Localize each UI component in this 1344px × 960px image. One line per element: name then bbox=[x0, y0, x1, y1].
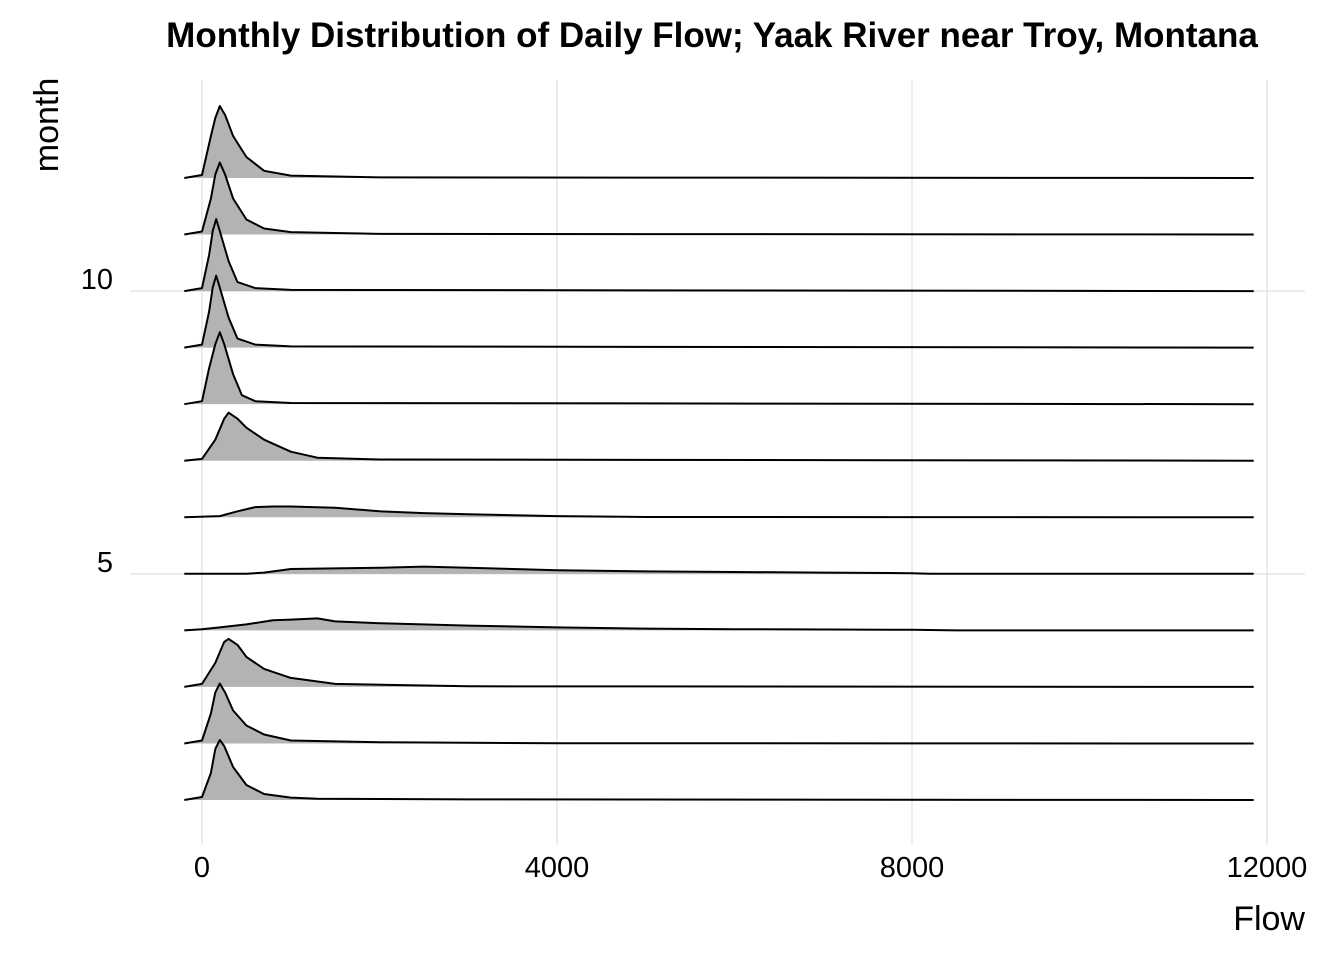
ridge-line-month-11 bbox=[184, 161, 1254, 236]
ridge-line-month-8 bbox=[184, 331, 1254, 406]
ridge-line-month-9 bbox=[184, 274, 1254, 349]
chart-title: Monthly Distribution of Daily Flow; Yaak… bbox=[166, 16, 1258, 55]
ridge-line-month-7 bbox=[184, 411, 1254, 462]
ridge-fill-month-8 bbox=[184, 332, 1254, 405]
ridge-line-month-10 bbox=[184, 218, 1254, 293]
ridge-line-month-3 bbox=[184, 637, 1254, 688]
ridge-fill-month-12 bbox=[184, 106, 1254, 178]
x-tick-label-12000: 12000 bbox=[1227, 852, 1308, 884]
ridge-line-month-2 bbox=[184, 682, 1254, 745]
ridge-fill-month-9 bbox=[184, 275, 1254, 348]
x-tick-label-4000: 4000 bbox=[525, 852, 590, 884]
ridge-fill-month-7 bbox=[184, 412, 1254, 461]
y-axis-title: month bbox=[28, 78, 66, 173]
x-tick-label-8000: 8000 bbox=[880, 852, 945, 884]
ridge-line-month-5 bbox=[184, 565, 1254, 575]
ridge-line-month-12 bbox=[184, 105, 1254, 179]
ridge-fill-month-1 bbox=[184, 740, 1254, 800]
ridge-fill-month-5 bbox=[184, 566, 1254, 574]
ridge-fill-month-10 bbox=[184, 219, 1254, 292]
ridge-line-month-1 bbox=[184, 739, 1254, 801]
x-tick-label-0: 0 bbox=[194, 852, 210, 884]
x-axis-title: Flow bbox=[1233, 900, 1305, 938]
ridge-line-month-6 bbox=[184, 505, 1254, 519]
ridge-fill-month-3 bbox=[184, 638, 1254, 687]
ridge-fill-month-11 bbox=[184, 162, 1254, 235]
y-tick-label-10: 10 bbox=[81, 264, 113, 296]
ridge-fill-month-4 bbox=[184, 618, 1254, 631]
ridge-line-month-4 bbox=[184, 617, 1254, 632]
tick-labels: 0 4000 8000 12000 5 10 bbox=[81, 264, 1308, 884]
ridges bbox=[184, 105, 1254, 801]
grid-lines bbox=[130, 80, 1305, 845]
ridge-fill-month-2 bbox=[184, 683, 1254, 744]
y-tick-label-5: 5 bbox=[97, 547, 113, 579]
